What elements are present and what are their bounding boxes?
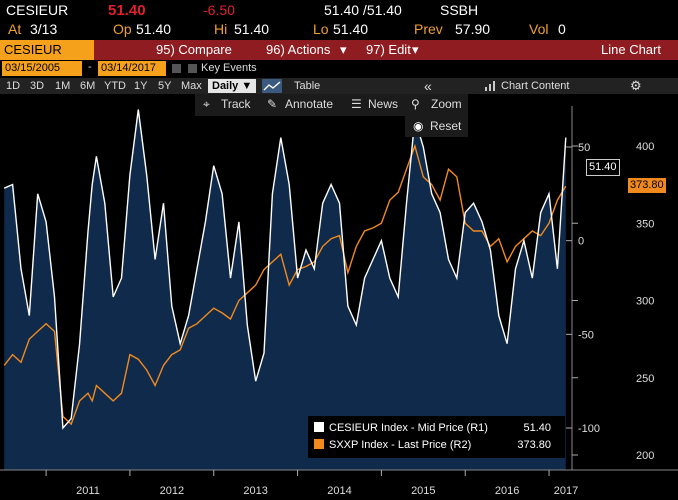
range-5y[interactable]: 5Y xyxy=(158,80,172,92)
prev-value: 57.90 xyxy=(455,21,491,37)
edit-menu[interactable]: 97) Edit xyxy=(366,42,411,57)
range-max[interactable]: Max xyxy=(181,80,202,92)
open-label: Op xyxy=(113,21,132,37)
calendar-icon[interactable] xyxy=(172,64,181,73)
legend: CESIEUR Index - Mid Price (R1) 51.40 SXX… xyxy=(308,416,565,458)
low-label: Lo xyxy=(313,21,329,37)
y2-tick-label-0: 400 xyxy=(636,141,654,153)
key-events-label[interactable]: Key Events xyxy=(201,62,257,74)
high-value: 51.40 xyxy=(234,21,270,37)
chart-content-icon[interactable] xyxy=(484,81,496,92)
legend-item-series1[interactable]: CESIEUR Index - Mid Price (R1) 51.40 xyxy=(314,420,559,436)
table-button[interactable]: Table xyxy=(294,80,321,92)
bid-ask: 51.40 /51.40 xyxy=(324,2,402,18)
end-date-field[interactable]: 03/14/2017 xyxy=(98,61,166,76)
at-label: At xyxy=(8,21,22,37)
date-separator: - xyxy=(88,61,92,73)
quote-header: CESIEUR 51.40 -6.50 51.40 /51.40 SSBH At… xyxy=(0,0,678,40)
prev-label: Prev xyxy=(414,21,443,37)
last-price: 51.40 xyxy=(108,2,146,19)
news-icon[interactable]: ☰ xyxy=(351,97,362,111)
legend-value-series2: 373.80 xyxy=(517,439,551,451)
price-source: SSBH xyxy=(440,2,479,18)
menu-bar: CESIEUR Index 95) Compare 96) Actions ▾ … xyxy=(0,40,678,77)
range-1y[interactable]: 1Y xyxy=(134,80,148,92)
series1-line xyxy=(3,109,567,430)
edit-dropdown-icon[interactable]: ▾ xyxy=(412,42,419,57)
y1-tick-label-0: 50 xyxy=(578,142,590,154)
range-6m[interactable]: 6M xyxy=(80,80,96,92)
at-value: 3/13 xyxy=(30,21,58,37)
actions-menu[interactable]: 96) Actions xyxy=(266,42,331,57)
track-button[interactable]: Track xyxy=(221,97,251,111)
collapse-button[interactable]: « xyxy=(424,78,432,94)
security-tab[interactable]: CESIEUR Index xyxy=(0,40,94,77)
news-button[interactable]: News xyxy=(368,97,399,111)
range-ytd[interactable]: YTD xyxy=(104,80,126,92)
y2-tick-label-2: 300 xyxy=(636,296,654,308)
legend-label-series1: CESIEUR Index - Mid Price (R1) xyxy=(329,422,488,434)
reset-box: ◉ Reset xyxy=(405,116,468,137)
chart-type-label[interactable]: Line Chart xyxy=(601,42,661,57)
range-1d[interactable]: 1D xyxy=(6,80,21,92)
x-tick-label-6: 2017 xyxy=(554,485,578,497)
x-tick-label-5: 2016 xyxy=(495,485,519,497)
periodicity-dropdown[interactable]: Daily ▼ xyxy=(208,79,257,93)
annotate-icon[interactable]: ✎ xyxy=(267,97,278,111)
chart-content-button[interactable]: Chart Content xyxy=(501,80,570,92)
start-date-field[interactable]: 03/15/2005 xyxy=(2,61,82,76)
chart-toolbar: ⌖ Track ✎ Annotate ☰ News ⚲ Zoom xyxy=(195,94,468,116)
high-label: Hi xyxy=(214,21,228,37)
series2-line xyxy=(3,143,567,426)
legend-item-series2[interactable]: SXXP Index - Last Price (R2) 373.80 xyxy=(314,437,559,453)
r2-last-tag: 373.80 xyxy=(628,178,666,193)
y1-tick-label-3: -100 xyxy=(578,423,600,435)
compare-menu[interactable]: 95) Compare xyxy=(156,42,232,57)
vol-label: Vol xyxy=(529,21,549,37)
y2-tick-label-3: 250 xyxy=(636,373,654,385)
range-1m[interactable]: 1M xyxy=(55,80,71,92)
series1-area xyxy=(4,109,566,470)
ticker[interactable]: CESIEUR xyxy=(6,2,69,18)
x-tick-label-2: 2013 xyxy=(243,485,267,497)
range-3d[interactable]: 3D xyxy=(30,80,45,92)
zoom-button[interactable]: Zoom xyxy=(431,97,462,111)
line-chart-icon[interactable] xyxy=(262,79,282,93)
range-bar: 1D 3D 1M 6M YTD 1Y 5Y Max Daily ▼ Table … xyxy=(0,78,678,94)
y1-tick-label-2: -50 xyxy=(578,329,594,341)
x-tick-label-0: 2011 xyxy=(76,485,100,497)
track-icon[interactable]: ⌖ xyxy=(203,97,210,111)
settings-gear-icon[interactable]: ⚙ xyxy=(630,78,642,93)
y2-tick-label-1: 350 xyxy=(636,218,654,230)
low-value: 51.40 xyxy=(333,21,369,37)
x-tick-label-1: 2012 xyxy=(160,485,184,497)
legend-label-series2: SXXP Index - Last Price (R2) xyxy=(329,439,472,451)
reset-button[interactable]: Reset xyxy=(430,119,462,133)
vol-value: 0 xyxy=(558,21,566,37)
y1-tick-label-1: 0 xyxy=(578,236,584,248)
actions-dropdown-icon[interactable]: ▾ xyxy=(340,42,347,57)
legend-swatch-series1 xyxy=(314,422,324,432)
date-bar: 03/15/2005 - 03/14/2017 Key Events xyxy=(0,61,678,77)
reset-icon[interactable]: ◉ xyxy=(413,119,424,133)
zoom-icon[interactable]: ⚲ xyxy=(411,97,420,111)
y2-tick-label-4: 200 xyxy=(636,450,654,462)
legend-value-series1: 51.40 xyxy=(523,422,551,434)
r1-last-tag: 51.40 xyxy=(586,159,620,176)
open-value: 51.40 xyxy=(136,21,172,37)
key-events-checkbox[interactable] xyxy=(188,64,197,73)
x-tick-label-3: 2014 xyxy=(327,485,351,497)
legend-swatch-series2 xyxy=(314,439,324,449)
x-tick-label-4: 2015 xyxy=(411,485,435,497)
net-change: -6.50 xyxy=(203,2,235,18)
annotate-button[interactable]: Annotate xyxy=(285,97,334,111)
